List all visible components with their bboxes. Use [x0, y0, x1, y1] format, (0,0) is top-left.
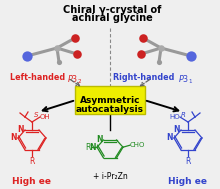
Point [189, 54, 193, 57]
Point [75, 53, 79, 56]
Point [73, 36, 77, 40]
Point [141, 36, 145, 40]
Point [157, 60, 161, 64]
Text: $\mathit{P}3_2$: $\mathit{P}3_2$ [67, 73, 82, 85]
FancyBboxPatch shape [75, 86, 145, 114]
Text: + i-Pr₂Zn: + i-Pr₂Zn [93, 172, 127, 181]
Text: $\mathit{P}3_1$: $\mathit{P}3_1$ [178, 73, 193, 85]
Text: Chiral γ-crystal of: Chiral γ-crystal of [63, 5, 161, 15]
Text: N: N [90, 143, 96, 152]
Text: High ee: High ee [169, 177, 207, 186]
Text: N: N [167, 133, 173, 143]
Text: N: N [96, 136, 103, 145]
Text: $\it{R}$: $\it{R}$ [180, 110, 186, 119]
Point [55, 46, 59, 50]
Text: achiral glycine: achiral glycine [72, 13, 152, 23]
Text: autocatalysis: autocatalysis [76, 105, 144, 114]
Point [159, 46, 163, 50]
Text: HO: HO [169, 114, 180, 120]
Point [139, 53, 143, 56]
Point [57, 60, 61, 64]
Text: R: R [185, 157, 191, 166]
Text: Left-handed: Left-handed [10, 73, 68, 82]
Text: High ee: High ee [13, 177, 51, 186]
Text: N: N [11, 133, 17, 143]
Text: N: N [174, 125, 180, 135]
Text: R: R [29, 157, 35, 166]
Point [25, 54, 29, 57]
Text: OH: OH [40, 114, 51, 120]
Text: Asymmetric: Asymmetric [80, 96, 140, 105]
Text: N: N [18, 125, 24, 135]
Text: $\it{S}$: $\it{S}$ [33, 110, 39, 119]
Text: CHO: CHO [130, 142, 145, 148]
Text: R: R [86, 143, 91, 152]
Text: Right-handed: Right-handed [113, 73, 177, 82]
